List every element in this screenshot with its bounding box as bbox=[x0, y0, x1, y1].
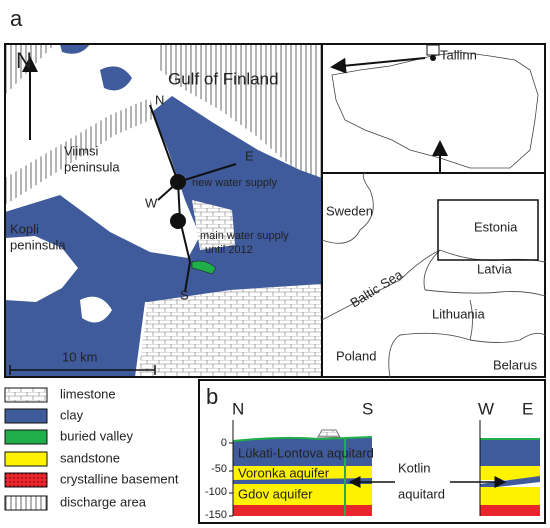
legend-label: limestone bbox=[60, 386, 116, 401]
layer-label: Lükati-Lontova aquitard bbox=[238, 445, 374, 460]
legend-label: clay bbox=[60, 407, 84, 422]
map bbox=[5, 44, 322, 377]
section-end: E bbox=[245, 148, 254, 163]
depth-tick: 0 bbox=[221, 437, 227, 449]
section-end: N bbox=[155, 92, 164, 107]
cross-section bbox=[229, 420, 540, 517]
depth-tick: -100 bbox=[205, 486, 227, 498]
country-label: Latvia bbox=[477, 261, 512, 276]
section-end: W bbox=[145, 195, 158, 210]
depth-tick: -150 bbox=[205, 509, 227, 521]
country-label: Lithuania bbox=[432, 306, 486, 321]
legend-label: crystalline basement bbox=[60, 471, 179, 486]
section-end: S bbox=[362, 399, 373, 418]
country-label: Poland bbox=[336, 348, 376, 363]
layer-label: Kotlin bbox=[398, 460, 431, 475]
legend-label: discharge area bbox=[60, 494, 147, 509]
scale-label: 10 km bbox=[62, 349, 97, 364]
layer-label: Gdov aquifer bbox=[238, 486, 313, 501]
depth-tick: -50 bbox=[211, 463, 227, 475]
city-dot bbox=[430, 55, 436, 61]
inset bbox=[321, 172, 546, 378]
site-label: main water supply bbox=[200, 230, 289, 242]
legend-label: buried valley bbox=[60, 428, 133, 443]
place-label: Kopli bbox=[10, 221, 39, 236]
site-label: until 2012 bbox=[205, 244, 253, 256]
site-label: new water supply bbox=[192, 177, 277, 189]
place-label: peninsula bbox=[10, 237, 66, 252]
layer-label: Voronka aquifer bbox=[238, 465, 330, 480]
section-end: N bbox=[232, 399, 244, 418]
section-end: E bbox=[522, 399, 533, 418]
legend bbox=[4, 387, 48, 511]
panel-label: b bbox=[206, 384, 218, 409]
arrow bbox=[330, 57, 426, 74]
section-end: W bbox=[478, 399, 494, 418]
country-label: Estonia bbox=[474, 219, 518, 234]
section-end: S bbox=[180, 287, 189, 302]
layer-label: aquitard bbox=[398, 486, 445, 501]
country-label: Sweden bbox=[326, 203, 373, 218]
place-label: peninsula bbox=[64, 159, 120, 174]
place-label: Viimsi bbox=[64, 143, 99, 158]
inset bbox=[321, 43, 546, 174]
panel-label: a bbox=[10, 6, 23, 31]
sea-label: Gulf of Finland bbox=[168, 69, 279, 88]
legend-label: sandstone bbox=[60, 450, 120, 465]
country-label: Belarus bbox=[493, 357, 538, 372]
north-label: N bbox=[16, 48, 32, 73]
zoom-box bbox=[437, 199, 539, 261]
city-label: Tallinn bbox=[440, 47, 477, 62]
